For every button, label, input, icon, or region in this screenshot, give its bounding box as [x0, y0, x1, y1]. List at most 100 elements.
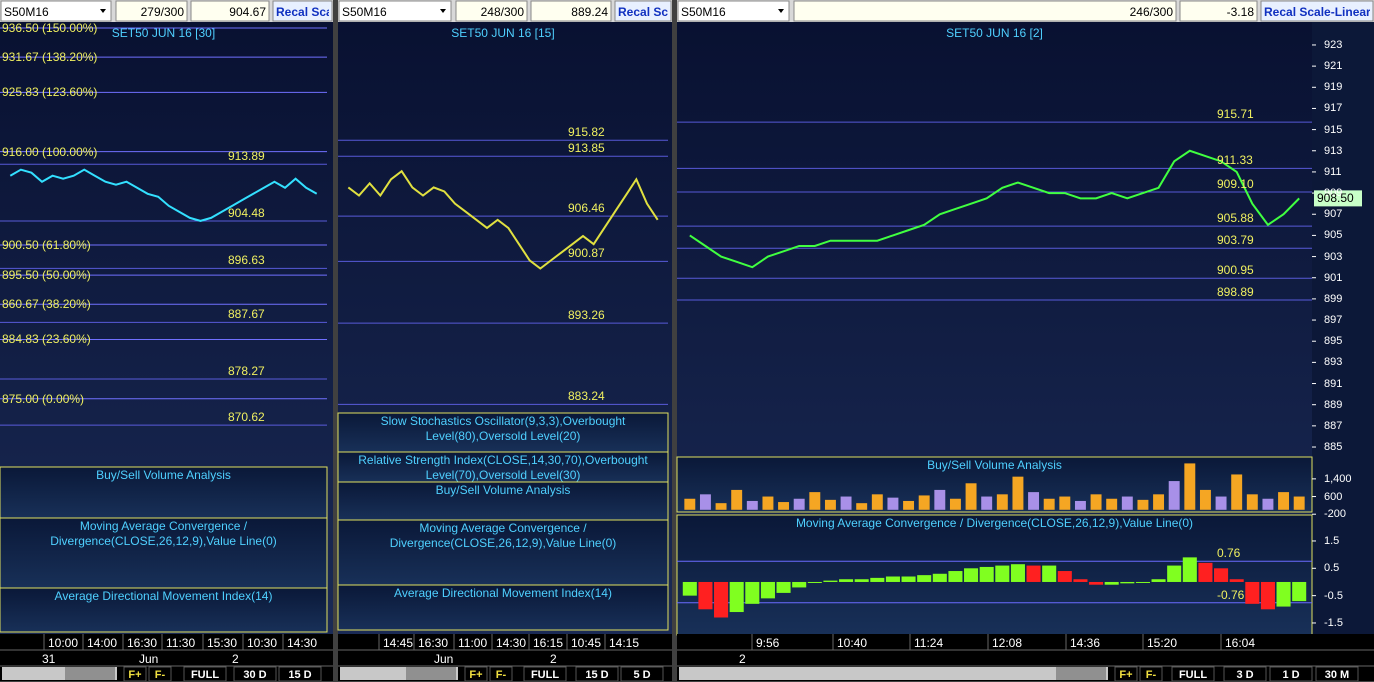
macd-bar — [839, 579, 854, 582]
volume-bar — [918, 495, 930, 510]
level-label: 911.33 — [1217, 153, 1253, 168]
button-label[interactable]: FULL — [190, 669, 220, 681]
macd-bar — [995, 565, 1010, 582]
x-tick-label: 16:15 — [533, 636, 564, 650]
date-label: 2 — [232, 652, 239, 666]
volume-bar — [699, 494, 711, 510]
toolbar-field — [455, 0, 528, 22]
toolbar-button[interactable]: Recal Scal — [618, 5, 668, 19]
toolbar-field — [190, 0, 270, 22]
button-label[interactable]: 30 M — [1324, 669, 1350, 681]
toolbar-symbol[interactable]: S50M16 — [4, 5, 49, 19]
macd-bar — [964, 568, 979, 582]
level-label: 913.85 — [568, 141, 605, 156]
volume-bar — [1215, 496, 1227, 510]
level-label: 915.71 — [1217, 107, 1254, 122]
volume-bar — [809, 492, 821, 510]
level-label: 893.26 — [568, 308, 605, 323]
volume-bar — [1168, 481, 1180, 510]
volume-bar — [1231, 474, 1243, 510]
toolbar-button — [123, 666, 147, 681]
y-tick-label: 901 — [1324, 271, 1343, 284]
x-tick-label: 12:08 — [992, 636, 1023, 650]
toolbar-button[interactable]: Recal Scale — [276, 5, 329, 19]
button-label[interactable]: 1 D — [1282, 669, 1300, 681]
volume-bar — [1090, 494, 1102, 510]
macd-bar — [1135, 581, 1150, 583]
toolbar-button — [575, 666, 619, 681]
toolbar-count: 246/300 — [1129, 5, 1173, 19]
indicator-title: Moving Average Convergence / Divergence(… — [795, 516, 1194, 530]
y-tick-label: 917 — [1324, 102, 1343, 115]
toolbar-button — [523, 666, 567, 681]
y-tick-label: 893 — [1324, 356, 1343, 369]
volume-bar — [746, 500, 758, 510]
scroll-thumb — [1056, 667, 1106, 680]
indicator-pane — [337, 481, 669, 521]
volume-bar — [1106, 498, 1118, 510]
fib-label: 931.67 (138.20%) — [2, 50, 98, 65]
x-tick-label: 10:30 — [247, 636, 278, 650]
button-label[interactable]: 15 D — [585, 669, 609, 681]
fib-label: 916.00 (100.00%) — [2, 144, 98, 159]
fib-label: 900.50 (61.80%) — [2, 238, 91, 252]
volume-bar — [965, 483, 977, 510]
price-line — [9, 168, 318, 222]
button-label[interactable]: 30 D — [243, 669, 267, 681]
level-label: 913.89 — [228, 149, 265, 164]
macd-bar — [1245, 581, 1260, 604]
button-label[interactable]: F- — [495, 669, 507, 681]
level-label: 898.89 — [1217, 285, 1254, 300]
chart-title: SET50 JUN 16 [2] — [946, 26, 1043, 40]
button-label[interactable]: 15 D — [288, 669, 312, 681]
button-label[interactable]: 3 D — [1236, 669, 1254, 681]
price-line — [347, 169, 659, 270]
toolbar-button[interactable]: Recal Scale-Linear — [1264, 5, 1370, 19]
toolbar-field — [0, 0, 112, 22]
macd-bar — [854, 579, 869, 582]
macd-bar — [901, 576, 916, 582]
fib-label: 895.50 (50.00%) — [2, 268, 91, 283]
volume-bar — [934, 489, 946, 510]
toolbar-symbol[interactable]: S50M16 — [342, 5, 387, 19]
button-label[interactable]: FULL — [530, 669, 560, 681]
toolbar-field — [115, 0, 188, 22]
button-label[interactable]: F- — [154, 669, 166, 681]
button-label[interactable]: 5 D — [633, 669, 651, 681]
y-tick-label: 919 — [1324, 81, 1343, 94]
level-label: 903.79 — [1217, 233, 1254, 248]
level-label: 896.63 — [228, 253, 265, 268]
level-label: 909.10 — [1217, 177, 1254, 192]
macd-bar — [807, 581, 822, 583]
chart-title: SET50 JUN 16 [15] — [451, 26, 555, 40]
macd-bar — [1182, 557, 1197, 582]
y-tick-label: 895 — [1324, 335, 1343, 348]
button-label[interactable]: F+ — [128, 669, 142, 681]
button-label[interactable]: F+ — [1119, 669, 1133, 681]
x-tick-label: 16:04 — [1225, 636, 1256, 650]
volume-bar — [856, 503, 868, 510]
toolbar-button — [1114, 666, 1138, 681]
volume-bar — [887, 497, 899, 510]
indicator-pane — [337, 584, 669, 631]
button-label[interactable]: F- — [1145, 669, 1157, 681]
date-label: Jun — [434, 652, 454, 666]
toolbar-button — [233, 666, 277, 681]
toolbar-field — [1179, 0, 1258, 22]
button-label[interactable]: F+ — [469, 669, 483, 681]
indicator-title: Moving Average Convergence / Divergence(… — [389, 521, 617, 550]
volume-bar — [1028, 492, 1040, 510]
indicator-title: Relative Strength Index(CLOSE,14,30,70),… — [358, 453, 648, 482]
fib-label: 884.83 (23.60%) — [2, 332, 91, 347]
button-label[interactable]: FULL — [1178, 669, 1208, 681]
toolbar-button — [148, 666, 172, 681]
y-tick-label: 921 — [1324, 60, 1343, 73]
macd-bar — [1026, 565, 1041, 582]
toolbar-symbol[interactable]: S50M16 — [681, 5, 726, 19]
volume-bar — [1199, 489, 1211, 510]
macd-bar — [1104, 581, 1119, 585]
last-price-box — [1314, 190, 1362, 207]
dropdown-arrow — [440, 9, 446, 13]
macd-bar — [932, 573, 947, 582]
y-tick-label: 897 — [1324, 314, 1343, 327]
